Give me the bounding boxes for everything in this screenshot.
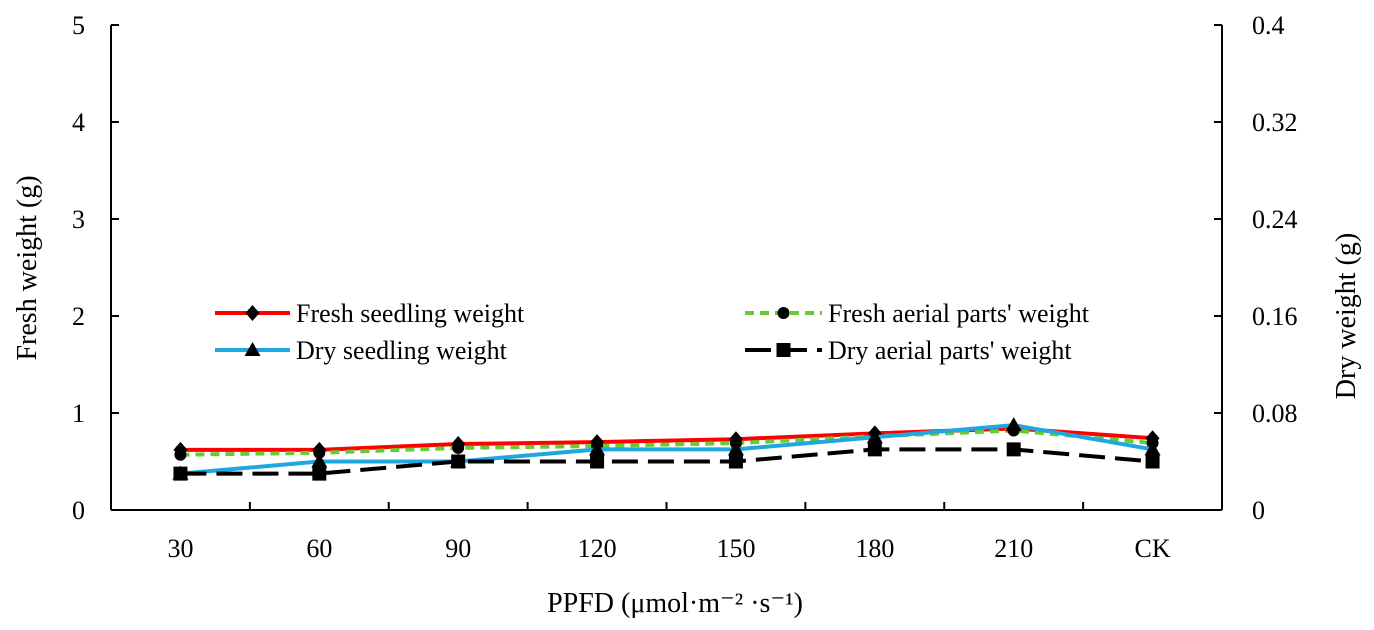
y-left-tick-label: 1 (72, 399, 85, 428)
x-tick-label: 150 (716, 534, 755, 563)
y-right-tick-label: 0.32 (1252, 108, 1298, 137)
legend-item: Fresh seedling weight (215, 299, 525, 328)
data-point-triangle (727, 441, 744, 456)
x-tick-label: 120 (578, 534, 617, 563)
y-right-tick-label: 0.24 (1252, 205, 1298, 234)
x-tick-label: 60 (306, 534, 332, 563)
data-point-square (1145, 454, 1160, 469)
data-point-square (312, 466, 327, 481)
series-line (180, 428, 1153, 457)
legend: Fresh seedling weight Fresh aerial parts'… (215, 299, 1090, 365)
legend-swatch-marker (244, 342, 261, 356)
y-right-tick-label: 0.4 (1252, 11, 1285, 40)
legend-item: Dry aerial parts' weight (745, 336, 1072, 365)
series-dry-aerial-parts-weight (173, 442, 1160, 481)
x-axis-title: PPFD (μmol·m⁻² ·s⁻¹) (547, 588, 803, 619)
legend-swatch-marker (245, 305, 260, 321)
series-line (180, 426, 1153, 452)
series-line (180, 447, 1153, 476)
data-point-triangle (1005, 417, 1022, 432)
y-axis-right-title: Dry weight (g) (1331, 233, 1362, 399)
y-left-tick-label: 5 (72, 11, 85, 40)
y-left-tick-label: 4 (72, 108, 85, 137)
y-right-tick-label: 0 (1252, 496, 1265, 525)
legend-item: Fresh aerial parts' weight (745, 299, 1090, 328)
x-tick-label: 180 (855, 534, 894, 563)
y-axis-left-title: Fresh weight (g) (12, 175, 43, 360)
legend-label: Dry aerial parts' weight (828, 336, 1072, 365)
x-tick-label: 90 (445, 534, 471, 563)
data-point-circle (174, 448, 187, 461)
data-point-square (728, 454, 743, 469)
series-line (180, 423, 1153, 476)
data-point-triangle (1144, 441, 1161, 456)
y-left-tick-label: 3 (72, 205, 85, 234)
x-tick-label: 30 (167, 534, 193, 563)
data-point-circle (313, 446, 326, 459)
y-left-tick-label: 2 (72, 302, 85, 331)
data-point-square (1006, 442, 1021, 457)
data-point-square (451, 454, 466, 469)
data-point-triangle (589, 441, 606, 456)
data-point-circle (452, 441, 465, 454)
x-tick-label: CK (1135, 534, 1171, 563)
data-point-triangle (311, 453, 328, 468)
y-left-tick-label: 0 (72, 496, 85, 525)
data-point-square (173, 466, 188, 481)
series-group (172, 417, 1161, 481)
y-right-tick-label: 0.08 (1252, 399, 1298, 428)
legend-label: Fresh seedling weight (296, 299, 525, 328)
x-tick-label: 210 (994, 534, 1033, 563)
data-point-square (590, 454, 605, 469)
data-point-square (867, 442, 882, 457)
y-right-tick-label: 0.16 (1252, 302, 1298, 331)
legend-swatch-marker (776, 343, 791, 357)
axes: 0 1 2 3 4 5 0 0.08 0.16 0.24 0.32 0.4 30 60 90 120 150 18… (72, 11, 1298, 563)
data-point-triangle (866, 429, 883, 444)
legend-label: Dry seedling weight (296, 336, 508, 365)
legend-item: Dry seedling weight (215, 336, 508, 365)
legend-swatch-marker (777, 307, 790, 319)
legend-label: Fresh aerial parts' weight (828, 299, 1090, 328)
